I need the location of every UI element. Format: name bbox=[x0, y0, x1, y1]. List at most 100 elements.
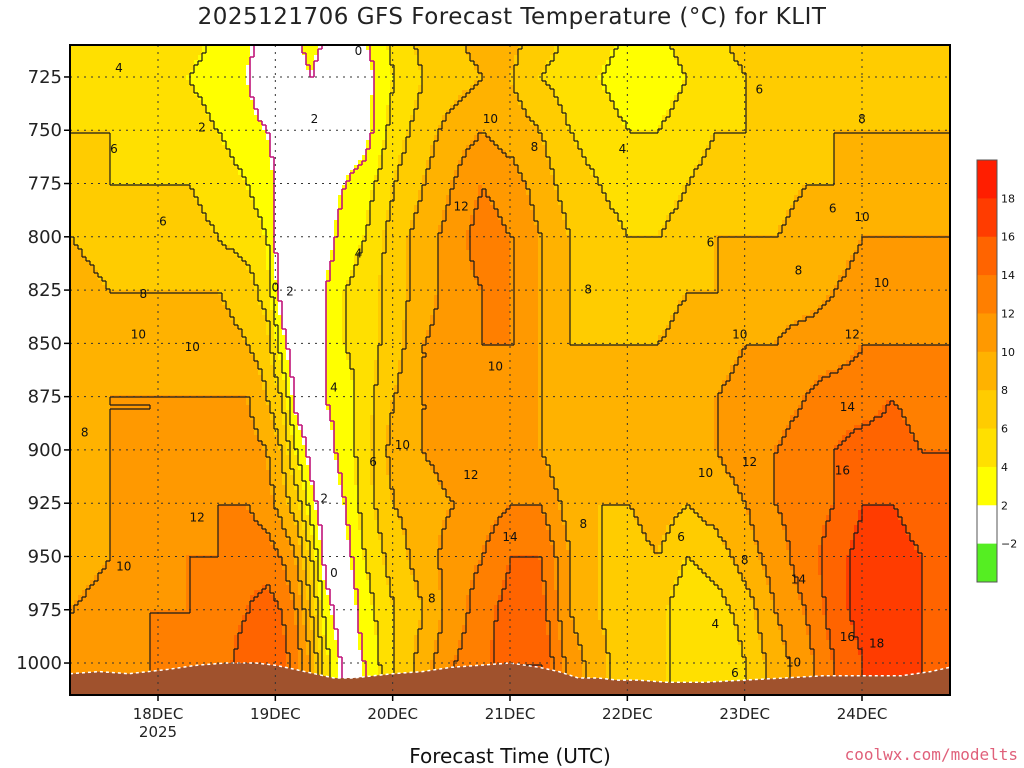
temp-cell-run-680 bbox=[438, 280, 479, 286]
temp-cell-run-1675 bbox=[598, 560, 683, 566]
temp-cell-run-1549 bbox=[822, 535, 855, 541]
temp-cell-run-1574 bbox=[786, 540, 823, 546]
temp-cell-run-2098 bbox=[326, 635, 335, 641]
temp-cell-run-1659 bbox=[282, 560, 295, 566]
temp-cell-run-123 bbox=[418, 90, 463, 96]
temp-cell-run-1149 bbox=[302, 435, 335, 441]
temp-cell-run-569 bbox=[466, 245, 511, 251]
temp-cell-run-1166 bbox=[302, 440, 335, 446]
temp-cell-run-806 bbox=[378, 320, 403, 326]
temp-cell-run-879 bbox=[70, 345, 251, 351]
temp-cell-run-146 bbox=[390, 100, 415, 106]
temp-cell-run-443 bbox=[530, 205, 563, 211]
temp-cell-run-1526 bbox=[70, 535, 111, 541]
temp-cell-run-1340 bbox=[274, 495, 287, 501]
temp-cell-run-1203 bbox=[370, 450, 387, 456]
temp-cell-run-241 bbox=[834, 135, 950, 141]
temp-cell-run-464 bbox=[70, 215, 207, 221]
temp-cell-run-1891 bbox=[294, 600, 303, 606]
temp-cell-run-2171 bbox=[762, 645, 787, 651]
temp-cell-run-1781 bbox=[438, 580, 471, 586]
temp-cell-run-2051 bbox=[574, 625, 603, 631]
temp-cell-run-62 bbox=[390, 65, 419, 71]
temp-cell-run-1344 bbox=[314, 495, 343, 501]
temp-cell-run-501 bbox=[366, 225, 387, 231]
temp-cell-run-1632 bbox=[186, 555, 283, 561]
temp-cell-run-868 bbox=[326, 340, 343, 346]
temp-cell-run-2141 bbox=[738, 640, 763, 646]
contour-label-25: 12 bbox=[463, 468, 478, 482]
temp-cell-run-1210 bbox=[70, 455, 111, 461]
temp-cell-run-2187 bbox=[362, 650, 379, 656]
temp-cell-run-2104 bbox=[438, 635, 463, 641]
temp-cell-run-1378 bbox=[314, 505, 347, 511]
temp-cell-run-1518 bbox=[642, 530, 667, 536]
temp-cell-run-822 bbox=[378, 325, 403, 331]
temp-cell-run-1159 bbox=[914, 435, 950, 441]
colorbar-swatch-7 bbox=[977, 428, 997, 468]
temp-cell-run-205 bbox=[370, 125, 387, 131]
temp-cell-run-1586 bbox=[322, 545, 351, 551]
temp-cell-run-2233 bbox=[862, 655, 923, 661]
temp-cell-run-688 bbox=[106, 285, 255, 291]
temp-cell-run-80 bbox=[682, 70, 743, 76]
colorbar-label-1: 2 bbox=[1001, 499, 1008, 512]
temp-cell-run-2090 bbox=[70, 635, 151, 641]
y-tick-label-2: 775 bbox=[28, 174, 62, 195]
temp-cell-run-1316 bbox=[390, 485, 443, 491]
temp-cell-run-769 bbox=[262, 310, 275, 316]
temp-cell-run-1177 bbox=[70, 445, 111, 451]
temp-cell-run-1943 bbox=[846, 605, 923, 611]
temp-cell-run-925 bbox=[374, 360, 399, 366]
temp-cell-run-37 bbox=[514, 55, 551, 61]
temp-cell-run-1172 bbox=[538, 440, 715, 446]
temp-cell-run-2306 bbox=[378, 670, 395, 676]
temp-cell-run-2229 bbox=[762, 655, 787, 661]
temp-cell-run-634 bbox=[510, 265, 539, 271]
temp-cell-run-2103 bbox=[414, 635, 439, 641]
temp-cell-run-462 bbox=[670, 210, 787, 216]
temp-cell-run-2192 bbox=[458, 650, 491, 656]
temp-cell-run-324 bbox=[694, 165, 835, 171]
temp-cell-run-2189 bbox=[394, 650, 415, 656]
temp-cell-run-979 bbox=[422, 380, 539, 386]
temp-cell-run-1877 bbox=[598, 595, 671, 601]
temp-cell-run-169 bbox=[370, 110, 387, 116]
temp-cell-run-785 bbox=[266, 315, 275, 321]
temp-cell-run-1780 bbox=[414, 580, 439, 586]
temp-cell-run-1341 bbox=[286, 495, 299, 501]
temp-cell-run-1391 bbox=[746, 505, 779, 511]
temp-cell-run-1710 bbox=[846, 565, 923, 571]
temp-cell-run-218 bbox=[370, 130, 387, 136]
temp-cell-run-783 bbox=[70, 315, 231, 321]
temp-cell-run-2029 bbox=[826, 620, 851, 626]
temp-cell-run-343 bbox=[274, 175, 347, 181]
temp-cell-run-1964 bbox=[570, 610, 599, 616]
temp-cell-run-763 bbox=[538, 305, 571, 311]
temp-cell-run-1334 bbox=[558, 490, 739, 496]
temp-cell-run-1905 bbox=[558, 600, 571, 606]
temp-cell-run-1248 bbox=[310, 465, 339, 471]
temp-cell-run-1320 bbox=[774, 485, 835, 491]
temp-cell-run-1237 bbox=[430, 460, 547, 466]
temp-cell-run-871 bbox=[402, 340, 423, 346]
temp-cell-run-535 bbox=[406, 235, 439, 241]
temp-cell-run-708 bbox=[326, 290, 343, 296]
temp-cell-run-1968 bbox=[754, 610, 775, 616]
temp-cell-run-1981 bbox=[318, 615, 323, 621]
temp-cell-run-1809 bbox=[390, 585, 415, 591]
temp-cell-run-1648 bbox=[570, 555, 599, 561]
temp-cell-run-2134 bbox=[458, 640, 491, 646]
temp-cell-run-1562 bbox=[362, 540, 383, 546]
temp-cell-run-2027 bbox=[778, 620, 807, 626]
temp-cell-run-104 bbox=[682, 80, 747, 86]
temp-cell-run-66 bbox=[546, 65, 603, 71]
temp-cell-run-1496 bbox=[782, 525, 823, 531]
temp-cell-run-1408 bbox=[398, 510, 447, 516]
temp-cell-run-533 bbox=[362, 235, 383, 241]
temp-cell-run-45 bbox=[306, 60, 315, 66]
temp-cell-run-1994 bbox=[598, 615, 667, 621]
temp-cell-run-1513 bbox=[442, 530, 491, 536]
temp-cell-run-580 bbox=[330, 250, 359, 256]
temp-cell-run-1250 bbox=[354, 465, 371, 471]
